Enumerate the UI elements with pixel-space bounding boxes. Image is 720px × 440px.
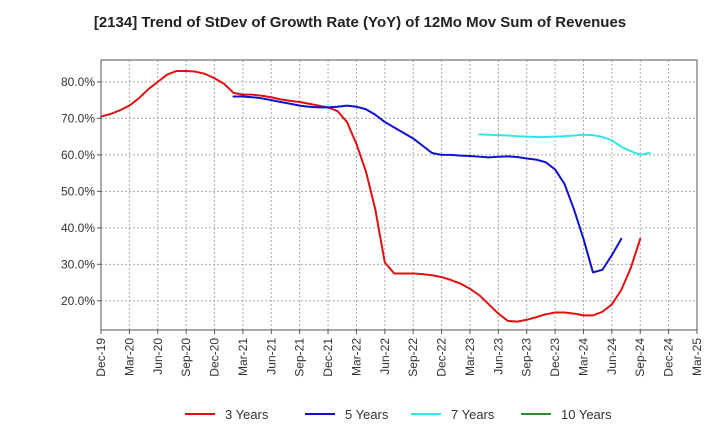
x-tick-label: Jun-24: [605, 338, 619, 375]
grid-layer: [100, 60, 698, 330]
legend-label: 5 Years: [345, 407, 389, 422]
x-tick-label: Jun-21: [264, 338, 278, 375]
x-tick-label: Dec-19: [94, 338, 108, 377]
legend-label: 7 Years: [451, 407, 495, 422]
y-tick-label: 30.0%: [61, 257, 95, 271]
x-tick-label: Sep-24: [633, 338, 647, 377]
y-tick-label: 60.0%: [61, 148, 95, 162]
series-line-3-years: [100, 69, 642, 323]
y-tick-label: 40.0%: [61, 221, 95, 235]
x-tick-label: Sep-21: [293, 338, 307, 377]
y-axis-ticks: 20.0% 30.0% 40.0% 50.0% 60.0% 70.0% 80.0%: [61, 75, 101, 308]
x-tick-label: Dec-22: [435, 338, 449, 377]
x-tick-label: Mar-23: [463, 338, 477, 376]
legend-label: 3 Years: [225, 407, 269, 422]
y-tick-label: 20.0%: [61, 294, 95, 308]
y-tick-label: 50.0%: [61, 184, 95, 198]
x-tick-label: Dec-20: [208, 338, 222, 377]
x-tick-label: Mar-21: [236, 338, 250, 376]
x-tick-label: Sep-23: [520, 338, 534, 377]
x-tick-label: Jun-20: [151, 338, 165, 375]
x-tick-label: Jun-22: [378, 338, 392, 375]
x-tick-label: Mar-20: [122, 338, 136, 376]
y-tick-label: 80.0%: [61, 75, 95, 89]
legend-label: 10 Years: [561, 407, 612, 422]
x-tick-label: Dec-23: [548, 338, 562, 377]
y-tick-label: 70.0%: [61, 111, 95, 125]
x-tick-label: Mar-22: [349, 338, 363, 376]
x-tick-label: Sep-20: [179, 338, 193, 377]
x-tick-label: Dec-21: [321, 338, 335, 377]
x-axis-ticks: Dec-19 Mar-20 Jun-20 Sep-20 Dec-20 Mar-21 Jun-…: [94, 330, 704, 377]
series-line-5-years: [232, 95, 623, 274]
x-tick-label: Mar-24: [576, 338, 590, 376]
x-tick-label: Sep-22: [406, 338, 420, 377]
series-line-7-years: [478, 133, 651, 156]
x-tick-label: Mar-25: [690, 338, 704, 376]
x-tick-label: Jun-23: [491, 338, 505, 375]
series-layer: [100, 69, 651, 323]
legend: 3 Years 5 Years 7 Years 10 Years: [185, 407, 612, 422]
x-tick-label: Dec-24: [662, 338, 676, 377]
plot-frame: [100, 59, 698, 331]
chart-title: [2134] Trend of StDev of Growth Rate (Yo…: [93, 14, 627, 31]
